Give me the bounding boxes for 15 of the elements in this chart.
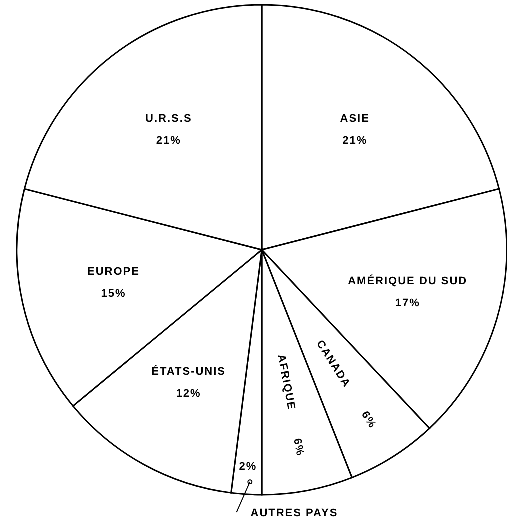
data-label: 17% <box>395 297 420 310</box>
data-label: 2% <box>239 461 258 474</box>
slice-label: U.R.S.S <box>146 112 192 125</box>
slice-label: EUROPE <box>88 266 140 278</box>
slice-label: AUTRES PAYS <box>250 507 338 520</box>
slice-label: ÉTATS-UNIS <box>152 365 226 378</box>
data-label: 21% <box>342 134 368 147</box>
data-label: 15% <box>101 288 126 300</box>
slice-label: AMÉRIQUE DU SUD <box>348 274 468 288</box>
data-label: 6% <box>291 438 306 458</box>
slice-label: ASIE <box>340 112 370 125</box>
data-label: 12% <box>176 388 202 400</box>
slice-label: AFRIQUE <box>275 354 298 412</box>
data-label: 6% <box>358 409 379 431</box>
data-label: 21% <box>156 134 182 147</box>
